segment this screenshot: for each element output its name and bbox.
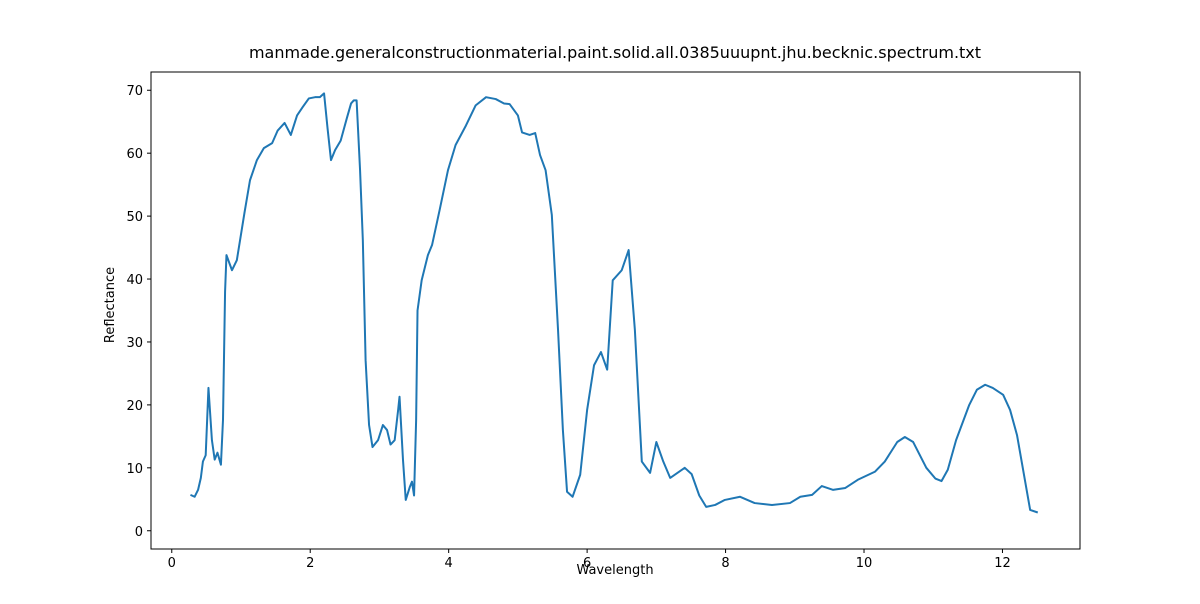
x-tick-label: 10 — [856, 556, 873, 571]
x-tick-label: 0 — [168, 556, 176, 571]
x-tick-label: 6 — [583, 556, 591, 571]
plot-area: 0 2 4 6 8 10 12 0 10 20 30 40 50 60 70 — [126, 84, 1039, 571]
y-tick-label: 60 — [126, 147, 143, 162]
x-tick-label: 12 — [994, 556, 1011, 571]
y-tick-label: 50 — [126, 210, 143, 225]
chart-title: manmade.generalconstructionmaterial.pain… — [249, 43, 981, 62]
plot-frame — [150, 71, 1081, 550]
x-tick-label: 2 — [306, 556, 314, 571]
x-axis-label: Wavelength — [576, 563, 653, 578]
x-tick-label: 8 — [721, 556, 729, 571]
y-tick-label: 30 — [126, 336, 143, 351]
y-axis-label: Reflectance — [103, 267, 118, 343]
x-tick-label: 4 — [445, 556, 453, 571]
y-tick-label: 0 — [135, 525, 143, 540]
y-tick-label: 10 — [126, 462, 143, 477]
data-line — [190, 92, 1039, 514]
y-tick-label: 20 — [126, 399, 143, 414]
y-tick-label: 40 — [126, 273, 143, 288]
y-tick-label: 70 — [126, 84, 143, 99]
